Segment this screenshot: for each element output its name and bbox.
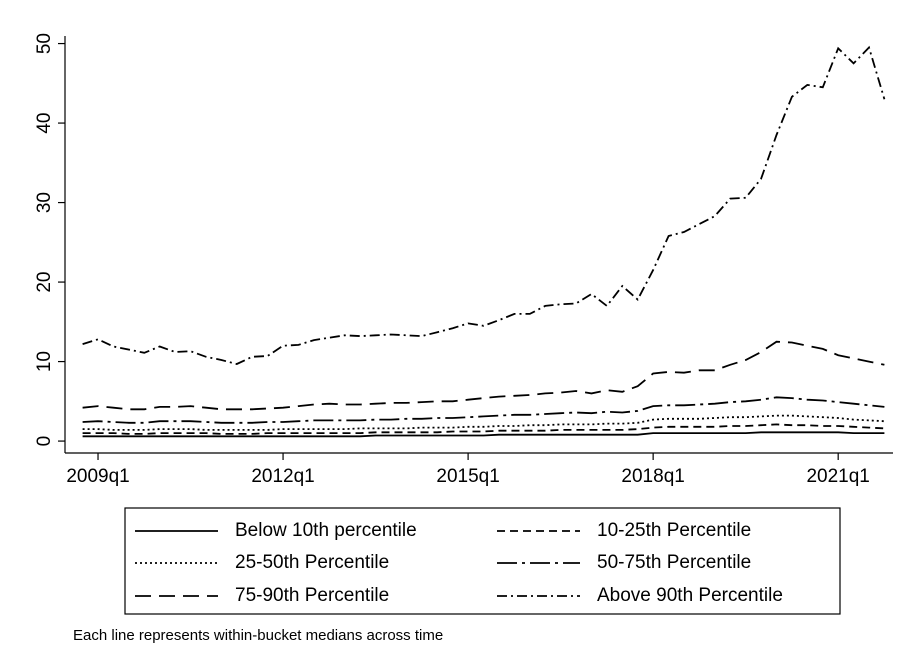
legend-label: 10-25th Percentile (597, 520, 751, 541)
legend-label: Below 10th percentile (235, 520, 417, 541)
legend-label: Above 90th Percentile (597, 585, 783, 606)
legend-label: 25-50th Percentile (235, 552, 389, 573)
series-line (82, 396, 885, 424)
y-tick-label: 10 (34, 351, 55, 372)
y-tick-label: 20 (34, 272, 55, 293)
y-tick-label: 0 (34, 436, 55, 447)
series-line (82, 340, 885, 411)
x-tick-label: 2018q1 (621, 466, 684, 487)
y-tick-label: 30 (34, 192, 55, 213)
legend-label: 50-75th Percentile (597, 552, 751, 573)
series-line (82, 431, 885, 438)
y-tick-label: 40 (34, 112, 55, 133)
x-tick-label: 2015q1 (436, 466, 499, 487)
note: Each line represents within-bucket media… (73, 627, 443, 644)
x-tick-label: 2009q1 (66, 466, 129, 487)
series-line (82, 45, 886, 365)
series-line (82, 414, 885, 431)
x-tick-label: 2021q1 (806, 466, 869, 487)
series-line (82, 423, 885, 435)
legend-label: 75-90th Percentile (235, 585, 389, 606)
legend-box (124, 507, 841, 615)
y-tick-label: 50 (34, 33, 55, 54)
x-tick-label: 2012q1 (251, 466, 314, 487)
